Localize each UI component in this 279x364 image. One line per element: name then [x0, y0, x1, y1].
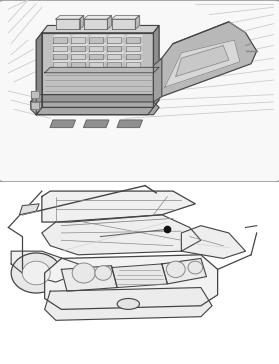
Polygon shape	[11, 251, 78, 282]
Polygon shape	[176, 46, 229, 76]
Polygon shape	[107, 60, 124, 62]
Polygon shape	[162, 258, 206, 284]
Polygon shape	[31, 102, 39, 109]
Polygon shape	[112, 19, 135, 29]
Polygon shape	[31, 95, 159, 115]
Polygon shape	[126, 46, 140, 51]
Polygon shape	[71, 54, 85, 59]
Polygon shape	[53, 52, 70, 54]
Polygon shape	[126, 44, 142, 46]
Polygon shape	[107, 35, 124, 37]
Polygon shape	[45, 67, 159, 73]
Polygon shape	[89, 62, 103, 67]
Polygon shape	[126, 62, 140, 67]
Polygon shape	[153, 22, 257, 102]
Polygon shape	[31, 95, 159, 102]
Polygon shape	[45, 288, 212, 320]
Polygon shape	[71, 52, 88, 54]
Polygon shape	[71, 46, 85, 51]
Polygon shape	[71, 44, 88, 46]
Polygon shape	[50, 120, 75, 127]
Polygon shape	[84, 19, 107, 29]
Polygon shape	[153, 58, 162, 102]
Polygon shape	[153, 25, 159, 107]
Polygon shape	[56, 15, 84, 19]
Polygon shape	[112, 15, 140, 19]
Ellipse shape	[72, 263, 95, 283]
Polygon shape	[53, 44, 70, 46]
Polygon shape	[53, 37, 67, 43]
Polygon shape	[36, 107, 153, 115]
Polygon shape	[165, 40, 240, 87]
Polygon shape	[84, 120, 109, 127]
Polygon shape	[53, 62, 67, 67]
Polygon shape	[71, 37, 85, 43]
Polygon shape	[89, 52, 106, 54]
Polygon shape	[181, 226, 246, 258]
Polygon shape	[89, 44, 106, 46]
Polygon shape	[45, 255, 218, 309]
Polygon shape	[107, 54, 121, 59]
Ellipse shape	[166, 261, 185, 277]
Polygon shape	[42, 25, 159, 33]
Polygon shape	[126, 37, 140, 43]
Polygon shape	[53, 35, 70, 37]
Ellipse shape	[95, 266, 112, 280]
Ellipse shape	[117, 298, 140, 309]
Ellipse shape	[188, 261, 203, 274]
Polygon shape	[89, 37, 103, 43]
Polygon shape	[107, 37, 121, 43]
Polygon shape	[42, 215, 201, 255]
Polygon shape	[112, 264, 167, 288]
Polygon shape	[53, 60, 70, 62]
Polygon shape	[89, 54, 103, 59]
Polygon shape	[53, 54, 67, 59]
Ellipse shape	[11, 253, 61, 293]
Polygon shape	[36, 33, 42, 115]
Polygon shape	[126, 52, 142, 54]
Polygon shape	[71, 62, 85, 67]
Polygon shape	[135, 15, 140, 29]
Polygon shape	[107, 44, 124, 46]
Polygon shape	[107, 62, 121, 67]
Polygon shape	[71, 35, 88, 37]
Ellipse shape	[22, 261, 50, 285]
Polygon shape	[31, 91, 39, 98]
Polygon shape	[126, 54, 140, 59]
Polygon shape	[61, 266, 117, 291]
Polygon shape	[107, 15, 112, 29]
Polygon shape	[42, 191, 195, 222]
Polygon shape	[20, 204, 39, 215]
Polygon shape	[89, 35, 106, 37]
FancyBboxPatch shape	[0, 0, 279, 182]
Polygon shape	[89, 46, 103, 51]
Polygon shape	[107, 52, 124, 54]
Polygon shape	[80, 15, 84, 29]
Polygon shape	[71, 60, 88, 62]
Polygon shape	[84, 15, 112, 19]
Polygon shape	[89, 60, 106, 62]
Polygon shape	[126, 35, 142, 37]
Polygon shape	[107, 46, 121, 51]
Polygon shape	[42, 33, 153, 107]
Polygon shape	[117, 120, 142, 127]
Polygon shape	[56, 19, 80, 29]
Polygon shape	[53, 46, 67, 51]
Polygon shape	[126, 60, 142, 62]
